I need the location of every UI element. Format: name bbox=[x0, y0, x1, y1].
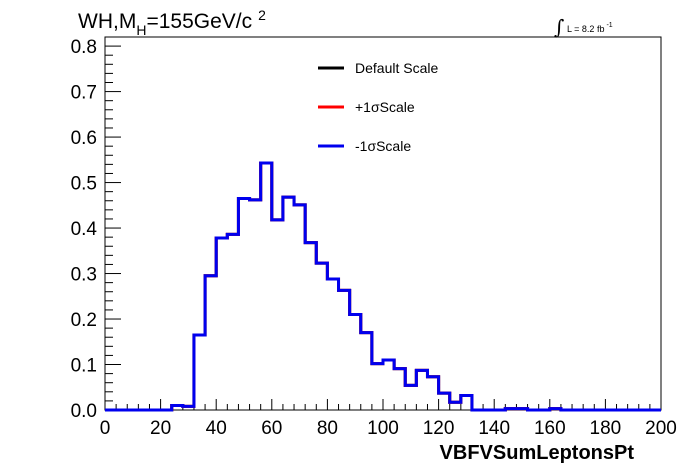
legend-label: Default Scale bbox=[355, 60, 438, 76]
series-line-1 bbox=[105, 161, 661, 412]
x-tick-label: 80 bbox=[317, 418, 338, 439]
y-tick-label: 0.5 bbox=[71, 174, 97, 195]
plot-frame bbox=[104, 36, 662, 411]
x-tick-label: 160 bbox=[534, 418, 566, 439]
y-tick-label: 0.4 bbox=[71, 219, 98, 240]
y-tick-label: 0.3 bbox=[71, 265, 97, 286]
legend-label: -1σScale bbox=[355, 138, 411, 154]
chart-title-main: WH,M bbox=[78, 10, 136, 33]
chart-title-superscript: 2 bbox=[258, 7, 266, 23]
luminosity-value: L = 8.2 fb bbox=[567, 24, 604, 34]
y-axis: 0.0 0.1 0.2 0.3 0.4 0.5 0.6 0.7 0.8 bbox=[71, 36, 121, 422]
x-tick-label: 40 bbox=[206, 418, 227, 439]
y-tick-label: 0.1 bbox=[71, 356, 97, 377]
x-axis: 0 20 40 60 80 100 120 140 160 180 200 bbox=[100, 399, 677, 439]
series-line-3 bbox=[105, 161, 661, 412]
chart-title: WH,MH=155GeV/c 2 bbox=[78, 7, 266, 38]
x-tick-label: 0 bbox=[100, 418, 111, 439]
x-axis-title: VBFVSumLeptonsPt bbox=[440, 442, 635, 464]
x-tick-label: 200 bbox=[645, 418, 677, 439]
x-tick-label: 120 bbox=[423, 418, 455, 439]
y-tick-label: 0.6 bbox=[71, 128, 97, 149]
x-tick-label: 100 bbox=[367, 418, 399, 439]
x-tick-label: 140 bbox=[478, 418, 510, 439]
x-tick-label: 20 bbox=[150, 418, 171, 439]
legend-label: +1σScale bbox=[355, 99, 415, 115]
legend: Default Scale +1σScale -1σScale bbox=[318, 60, 438, 154]
chart-title-rest: =155GeV/c bbox=[146, 10, 252, 33]
luminosity-label: ∫ L = 8.2 fb -1 bbox=[554, 15, 613, 39]
chart-title-subscript: H bbox=[136, 22, 146, 38]
series-line-2 bbox=[105, 161, 661, 412]
y-tick-label: 0.7 bbox=[71, 83, 97, 104]
integral-sign: ∫ bbox=[554, 15, 564, 39]
x-tick-label: 180 bbox=[590, 418, 622, 439]
y-tick-label: 0.8 bbox=[71, 37, 97, 58]
x-tick-label: 60 bbox=[261, 418, 282, 439]
luminosity-text: L = 8.2 fb -1 bbox=[567, 22, 613, 34]
series-group bbox=[105, 161, 661, 412]
luminosity-exponent: -1 bbox=[606, 22, 612, 29]
y-tick-label: 0.2 bbox=[71, 310, 97, 331]
y-tick-label: 0.0 bbox=[71, 401, 97, 422]
